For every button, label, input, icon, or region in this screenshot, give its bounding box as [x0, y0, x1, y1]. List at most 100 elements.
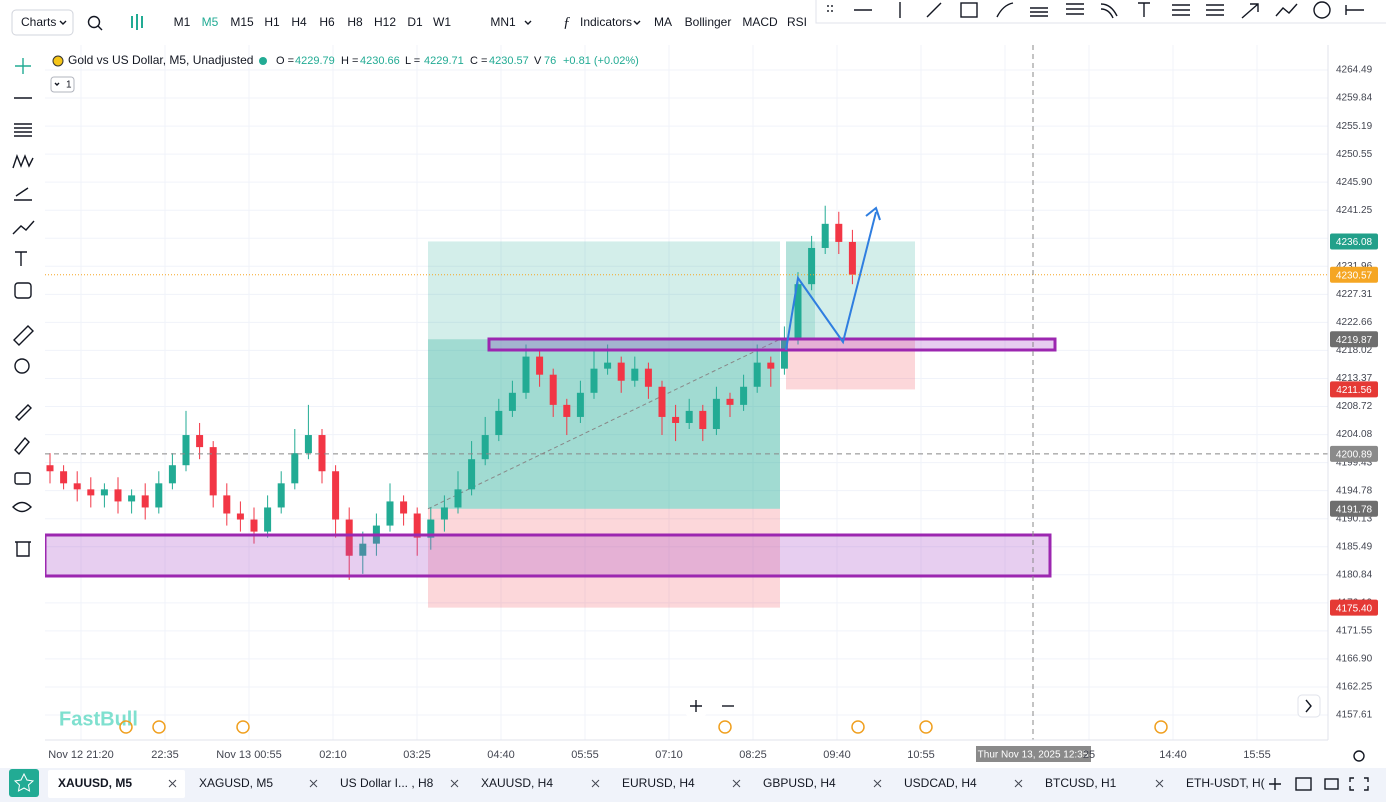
candle-body[interactable] — [794, 284, 802, 339]
layout[interactable] — [1295, 777, 1312, 791]
projection-arrow[interactable] — [785, 211, 877, 351]
tab-close[interactable] — [873, 779, 882, 788]
profit-zone[interactable] — [428, 241, 780, 509]
tool[interactable] — [1100, 3, 1118, 19]
candle-body[interactable] — [576, 392, 584, 417]
candle-body[interactable] — [536, 356, 544, 375]
candle-body[interactable] — [454, 489, 462, 508]
tab-label[interactable]: XAGUSD, M5 — [199, 776, 273, 790]
candle-body[interactable] — [617, 362, 625, 381]
tool[interactable] — [960, 2, 978, 18]
tool-lock-draw[interactable] — [14, 436, 30, 456]
timeframe[interactable]: M5 — [202, 15, 219, 29]
event[interactable] — [1154, 720, 1168, 734]
add-tab[interactable] — [1269, 778, 1281, 790]
candle-body[interactable] — [508, 392, 516, 411]
candle-body[interactable] — [658, 386, 666, 417]
candle-body[interactable] — [400, 501, 408, 514]
candle-body[interactable] — [332, 471, 340, 520]
candle-body[interactable] — [277, 483, 285, 508]
fullscreen[interactable] — [1349, 777, 1369, 791]
tool-channels[interactable] — [14, 123, 32, 137]
candle-body[interactable] — [359, 543, 367, 556]
tab-close[interactable] — [450, 779, 459, 788]
candle-body[interactable] — [808, 247, 816, 285]
tool[interactable] — [1241, 3, 1259, 19]
candle-body[interactable] — [549, 374, 557, 405]
tool-lock[interactable] — [14, 472, 31, 485]
candle-body[interactable] — [712, 398, 720, 430]
candle-body[interactable] — [155, 483, 163, 508]
candle-body[interactable] — [780, 338, 788, 369]
candle-body[interactable] — [304, 435, 312, 454]
candle-body[interactable] — [114, 489, 122, 502]
candle-body[interactable] — [767, 362, 775, 369]
tool-crosshair[interactable] — [15, 58, 31, 74]
timeframe[interactable]: D1 — [407, 15, 423, 29]
indicators-label[interactable]: Indicators — [580, 15, 632, 29]
tool[interactable] — [1206, 4, 1224, 16]
tab-close[interactable] — [1155, 779, 1164, 788]
candle-body[interactable] — [223, 495, 231, 514]
tool-pattern[interactable] — [12, 153, 34, 169]
candle-body[interactable] — [87, 489, 95, 496]
study[interactable]: MA — [654, 15, 672, 29]
timeframe[interactable]: MN1 — [490, 15, 516, 29]
tab-close[interactable] — [1014, 779, 1023, 788]
tool[interactable] — [1172, 4, 1190, 16]
badge[interactable] — [50, 76, 75, 93]
tool-eye[interactable] — [12, 501, 32, 513]
tool-trash[interactable] — [15, 541, 31, 557]
tab-label[interactable]: BTCUSD, H1 — [1045, 776, 1117, 790]
timeframe[interactable]: H6 — [319, 15, 335, 29]
candle-body[interactable] — [209, 447, 217, 496]
candle-body[interactable] — [481, 435, 489, 460]
tool[interactable] — [926, 2, 942, 18]
tool-brush[interactable] — [12, 220, 35, 235]
study[interactable]: Bollinger — [685, 15, 732, 29]
candle-body[interactable] — [386, 501, 394, 526]
resistance-zone[interactable] — [487, 337, 1057, 352]
candle-body[interactable] — [73, 483, 81, 490]
timeframe[interactable]: H12 — [374, 15, 396, 29]
tool[interactable] — [1313, 1, 1331, 19]
event[interactable] — [119, 720, 133, 734]
candle-body[interactable] — [413, 513, 421, 538]
candle-body[interactable] — [427, 519, 435, 538]
search-icon[interactable] — [87, 15, 101, 29]
candle-body[interactable] — [141, 495, 149, 508]
tool-ruler[interactable] — [13, 325, 34, 346]
candle-body[interactable] — [236, 513, 244, 520]
tool-text[interactable] — [15, 251, 27, 266]
candle-body[interactable] — [644, 368, 652, 387]
candle-body[interactable] — [250, 519, 258, 532]
support-zone[interactable] — [43, 533, 1052, 578]
tab-label[interactable]: GBPUSD, H4 — [763, 776, 836, 790]
tool-magnet[interactable] — [15, 404, 32, 421]
candle-body[interactable] — [740, 386, 748, 405]
tab-close[interactable] — [309, 779, 318, 788]
tool[interactable] — [996, 2, 1014, 18]
tab-label[interactable]: XAUUSD, H4 — [481, 776, 553, 790]
candle-body[interactable] — [168, 465, 176, 484]
candle-body[interactable] — [128, 495, 136, 502]
settings[interactable] — [1353, 750, 1365, 762]
event[interactable] — [919, 720, 933, 734]
tab-label[interactable]: XAUUSD, M5 — [58, 776, 132, 790]
candle-body[interactable] — [699, 410, 707, 430]
event[interactable] — [851, 720, 865, 734]
candle-body[interactable] — [196, 435, 204, 448]
timeframe[interactable]: M15 — [230, 15, 254, 29]
candle-body[interactable] — [522, 356, 530, 393]
scroll-right[interactable] — [1297, 694, 1321, 718]
tool[interactable] — [1066, 3, 1084, 15]
tool-emoji[interactable] — [14, 282, 32, 299]
candle-body[interactable] — [440, 507, 448, 520]
candle-body[interactable] — [672, 416, 680, 423]
tab-label[interactable]: US Dollar I... , H8 — [340, 776, 434, 790]
candle-body[interactable] — [604, 362, 612, 369]
indicator-icon[interactable]: ƒ — [563, 14, 571, 30]
study[interactable]: RSI — [787, 15, 807, 29]
candle-body[interactable] — [631, 368, 639, 381]
timeframe[interactable]: H4 — [291, 15, 307, 29]
